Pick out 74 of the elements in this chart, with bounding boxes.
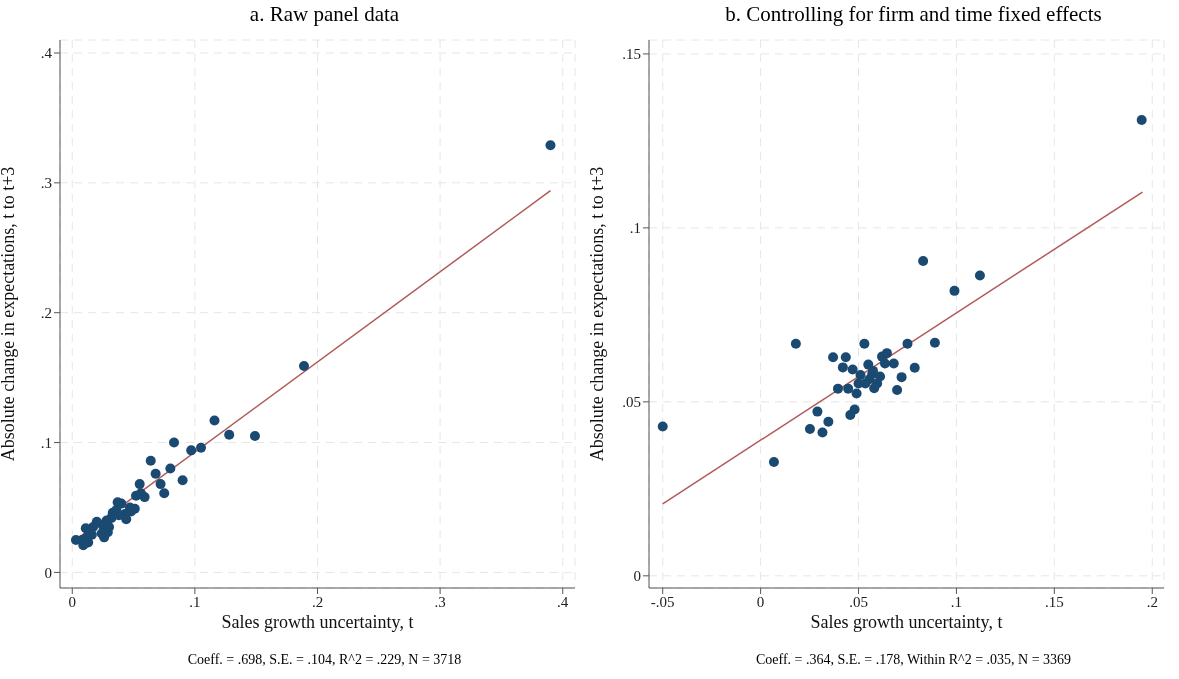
chart-title: a. Raw panel data [248,2,401,27]
point [851,388,862,399]
x-tick-label: .3 [434,593,446,610]
x-tick-label: .1 [950,593,963,610]
point [169,437,180,448]
point [165,463,176,474]
point [159,488,170,499]
x-tick-label: -.05 [650,593,675,610]
y-tick-label: .15 [622,46,641,63]
point [186,445,197,456]
point [812,406,823,417]
point [804,423,815,434]
point [1136,115,1147,126]
point [864,374,875,385]
point [196,442,207,453]
point [892,385,903,396]
point [869,383,880,394]
x-tick-label: .2 [311,593,324,610]
point [909,362,920,373]
point [177,475,188,486]
point [817,427,828,438]
point [855,370,866,381]
x-tick-label: .15 [1044,593,1064,610]
point [840,352,851,363]
text: Coeff. = .698, S.E. = .104, R^2 = .229, N = 3718 [186,652,463,668]
point [145,455,156,466]
x-tick-label: .4 [557,593,569,610]
x-tick-label: .1 [189,593,201,610]
point [224,429,235,440]
x-axis-title: Sales growth uncertainty, t [810,612,1003,632]
y-tick-label: .05 [622,394,641,411]
y-tick-label: .2 [40,305,52,322]
point [832,383,843,394]
y-tick-label: 0 [633,568,641,585]
x-tick-label: 0 [756,593,765,610]
point [823,416,834,427]
point [790,338,801,349]
x-tick-label: .05 [849,593,868,610]
point [845,410,856,421]
x-axis-title: Sales growth uncertainty, t [221,612,414,632]
y-axis-title: Absolute change in expectations, t to t+3 [587,166,608,462]
point [879,358,890,369]
point [896,372,907,383]
x-tick-label: .2 [1146,593,1158,610]
point [88,521,99,532]
point [974,270,985,281]
point [657,421,668,432]
point [299,360,310,371]
point [209,415,220,426]
y-tick-label: .1 [40,434,52,451]
y-tick-label: .4 [40,45,53,62]
x-tick-label: 0 [68,593,77,610]
point [859,338,870,349]
chart-title: b. Controlling for firm and time fixed effects [724,2,1103,27]
point [545,140,556,151]
point [828,352,839,363]
point [155,479,166,490]
point [150,468,161,479]
point [134,479,145,490]
point [902,338,913,349]
text: Coeff. = .364, S.E. = .178, Within R^2 = .035, N = 3369 [754,652,1073,668]
point [888,358,899,369]
y-tick-label: .3 [40,175,52,192]
y-axis-title: Absolute change in expectations, t to t+3 [0,166,19,462]
point [768,457,779,468]
point [249,431,260,442]
point [843,383,854,394]
point [918,255,929,266]
point [837,362,848,373]
y-tick-label: 0 [44,564,52,581]
y-tick-label: .1 [629,220,641,237]
point [847,364,858,375]
point [929,337,940,348]
point [949,285,960,296]
